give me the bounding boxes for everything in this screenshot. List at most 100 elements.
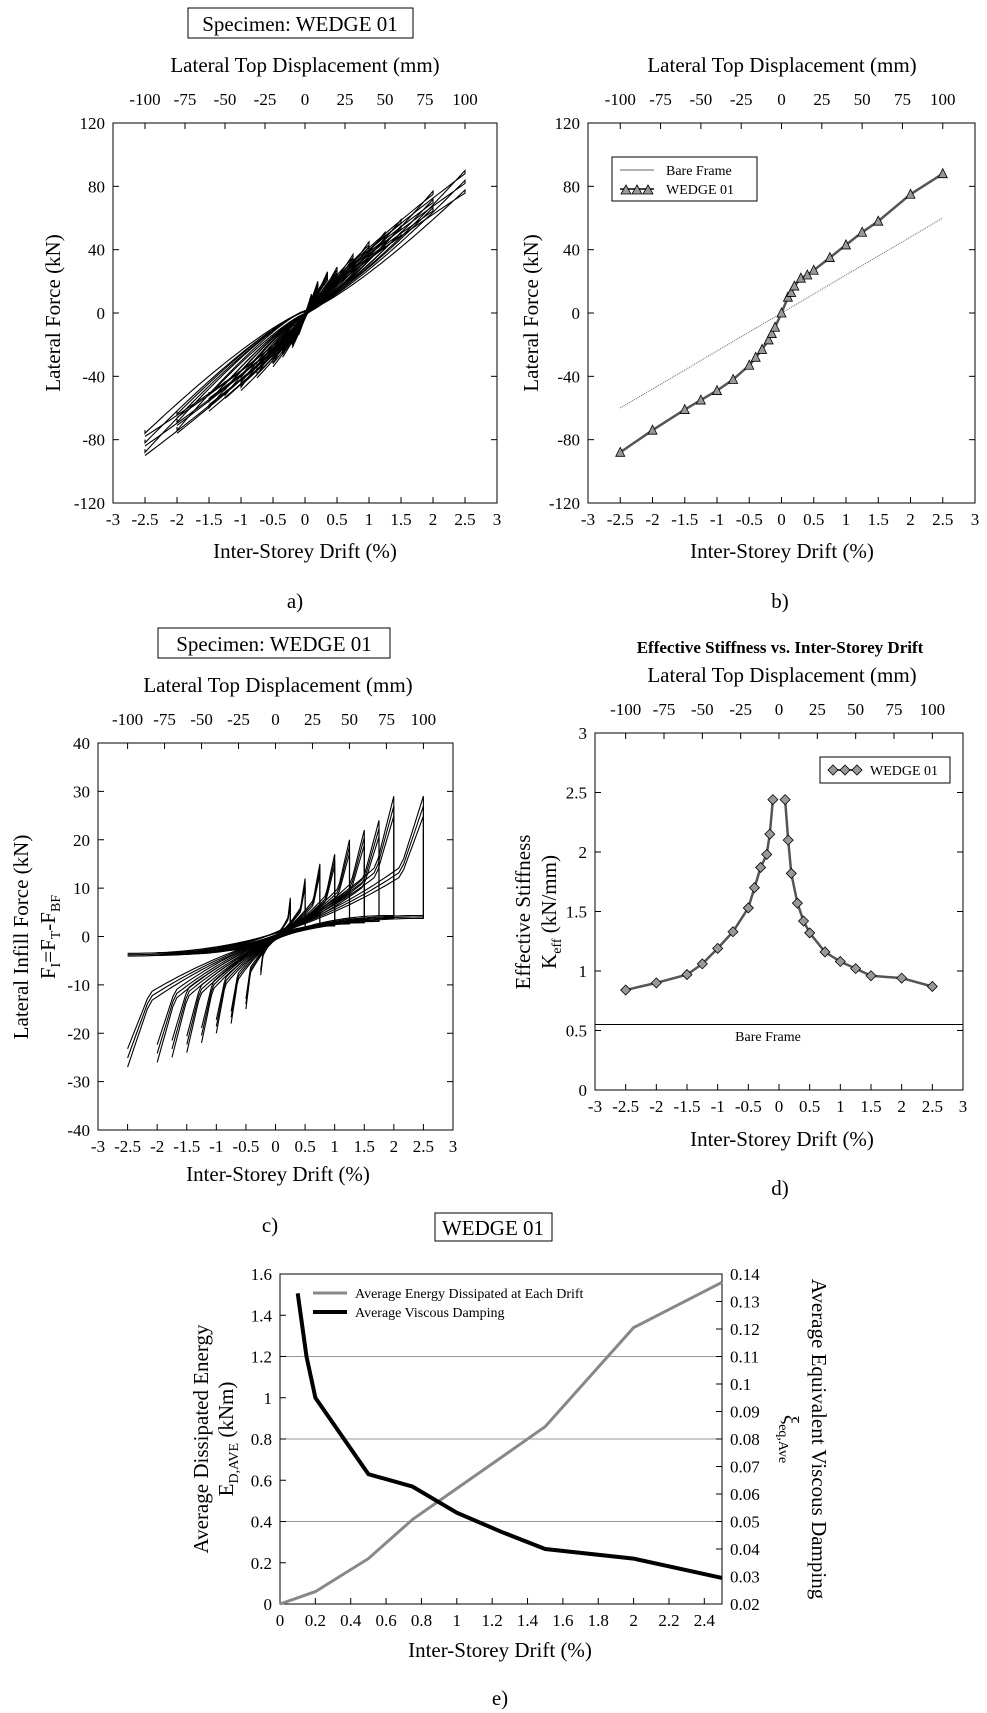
panel-d-y-label: Effective Stiffness	[511, 835, 535, 990]
y2-tick-label: 0.13	[730, 1293, 760, 1312]
x-tick-label: -3	[91, 1137, 105, 1156]
x-tick-label: 0	[301, 510, 310, 529]
panel-e-right-ticks: 0.02 0.03 0.04 0.05 0.06 0.07 0.08 0.09 0.1 0.11 0…	[716, 1265, 760, 1614]
stiffness-point	[779, 794, 791, 806]
y-tick-label: 40	[563, 241, 580, 260]
hysteresis-loop	[256, 252, 354, 379]
panel-c-formula-f: F	[36, 967, 60, 979]
x-tick-label: -1.5	[173, 1137, 200, 1156]
x2-tick-label: 25	[809, 700, 826, 719]
y-tick-label: 0	[82, 928, 91, 947]
wedge-point	[727, 373, 739, 384]
panel-e-left-ticks: 0 0.2 0.4 0.6 0.8 1 1.2 1.4 1.6	[251, 1265, 286, 1614]
x2-tick-label: -75	[653, 700, 676, 719]
stiffness-point	[804, 927, 816, 939]
wedge-point	[905, 188, 916, 199]
stiffness-point	[742, 902, 754, 914]
stiffness-point	[650, 977, 662, 989]
x-tick-label: -1.5	[671, 510, 698, 529]
panel-a-y-label: Lateral Force (kN)	[41, 234, 65, 391]
x2-tick-label: 50	[377, 90, 394, 109]
wedge-point	[695, 394, 707, 405]
y-tick-label: -120	[549, 494, 580, 513]
x-tick-label: 2	[897, 1097, 906, 1116]
y-tick-label: 1.5	[566, 903, 587, 922]
hysteresis-loop	[240, 240, 370, 391]
x2-tick-label: -100	[610, 700, 641, 719]
x-tick-label: -1	[711, 1097, 725, 1116]
panel-d-x-label: Inter-Storey Drift (%)	[690, 1127, 874, 1151]
stiffness-point	[782, 834, 794, 846]
panel-e-series	[279, 1280, 723, 1606]
x2-tick-label: 75	[417, 90, 434, 109]
x-tick-label: 2.4	[694, 1611, 716, 1630]
panel-c-x2-label: Lateral Top Displacement (mm)	[143, 673, 412, 697]
panel-d-caption: d)	[771, 1176, 789, 1200]
x-tick-label: 1.6	[552, 1611, 573, 1630]
panel-e-ed-units: (kNm)	[214, 1382, 238, 1443]
stiffness-point	[797, 915, 810, 927]
panel-a-title-box	[187, 7, 414, 39]
x-tick-label: 2.5	[413, 1137, 434, 1156]
panel-e-caption: e)	[492, 1686, 508, 1710]
panel-e-y2-label: Average Equivalent Viscous Damping	[807, 1279, 831, 1600]
stiffness-point	[748, 882, 761, 894]
panel-d-legend-label: WEDGE 01	[870, 764, 938, 779]
damping-line	[295, 1293, 723, 1580]
x-tick-label: -2	[150, 1137, 164, 1156]
y-tick-label: 2.5	[566, 784, 587, 803]
y2-tick-label: 0.04	[730, 1540, 760, 1559]
x-tick-label: 1	[365, 510, 374, 529]
panel-b-x2-label: Lateral Top Displacement (mm)	[647, 53, 916, 77]
panel-d-x2-label: Lateral Top Displacement (mm)	[647, 663, 916, 687]
panel-e-x-label: Inter-Storey Drift (%)	[408, 1638, 592, 1662]
x-tick-label: 0.8	[411, 1611, 432, 1630]
x2-tick-label: -50	[691, 700, 714, 719]
panel-b-legend-bare-label: Bare Frame	[666, 164, 732, 179]
stiffness-point	[696, 958, 708, 970]
panel-b-top-ticks: -100 -75 -50 -25 0 25 50 75 100	[605, 90, 956, 129]
x2-tick-label: 75	[894, 90, 911, 109]
y-tick-label: 80	[563, 177, 580, 196]
y2-tick-label: 0.12	[730, 1320, 760, 1339]
y-tick-label: 0.5	[566, 1022, 587, 1041]
panel-b-legend-triangle-marker	[620, 184, 632, 195]
x-tick-label: -1	[209, 1137, 223, 1156]
y2-tick-label: 0.09	[730, 1403, 760, 1422]
x-tick-label: -2.5	[114, 1137, 141, 1156]
y-tick-label: 0.2	[251, 1554, 272, 1573]
wedge-point	[679, 403, 690, 414]
x-tick-label: -0.5	[260, 510, 287, 529]
hysteresis-loop	[144, 178, 466, 447]
x-tick-label: 1	[842, 510, 851, 529]
x-tick-label: 2.5	[454, 510, 475, 529]
stiffness-point	[761, 848, 773, 860]
wedge-point	[856, 226, 868, 237]
x-tick-label: -2.5	[612, 1097, 639, 1116]
x-tick-label: 3	[493, 510, 502, 529]
x-tick-label: 1	[330, 1137, 339, 1156]
y-tick-label: 80	[88, 177, 105, 196]
panel-b-left-ticks: -120 -80 -40 0 40 80 120	[549, 114, 975, 513]
panel-c-title: Specimen: WEDGE 01	[176, 632, 372, 656]
y-tick-label: 2	[579, 843, 588, 862]
panel-c-caption: c)	[262, 1213, 278, 1237]
panel-e-y-label: Average Dissipated Energy	[189, 1324, 213, 1553]
hysteresis-loop	[186, 829, 365, 1053]
panel-e-gridlines	[280, 1356, 722, 1522]
panel-d-legend: WEDGE 01	[819, 756, 951, 784]
y-tick-label: 1.4	[251, 1306, 273, 1325]
x2-tick-label: 0	[775, 700, 784, 719]
panel-d-legend-diamond-marker	[839, 764, 851, 776]
x2-tick-label: 100	[920, 700, 946, 719]
panel-d-left-ticks: 0 0.5 1 1.5 2 2.5 3	[566, 724, 963, 1100]
panel-c-x-label: Inter-Storey Drift (%)	[186, 1162, 370, 1186]
x2-tick-label: -100	[112, 710, 143, 729]
panel-b-legend-triangle-marker	[642, 184, 654, 195]
x-tick-label: 1.5	[354, 1137, 375, 1156]
x-tick-label: -1	[234, 510, 248, 529]
panel-a-hysteresis-curves	[144, 169, 466, 456]
panel-a-caption: a)	[287, 589, 303, 613]
y-tick-label: 3	[579, 724, 588, 743]
